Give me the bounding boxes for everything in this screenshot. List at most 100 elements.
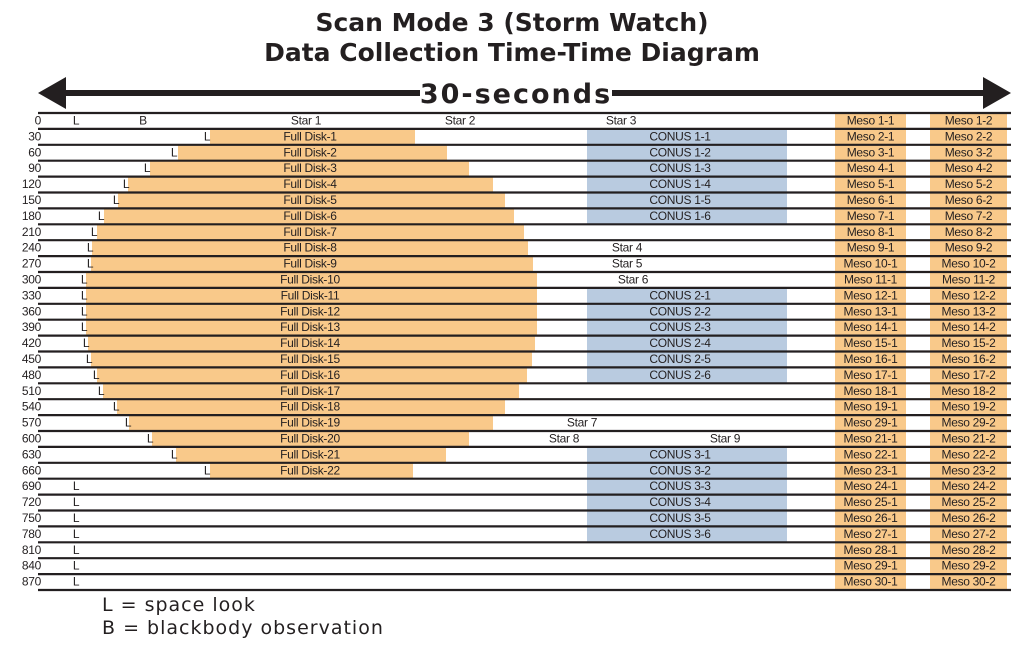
meso1-label: Meso 28-1 — [844, 543, 899, 557]
span-arrow: 30-seconds — [38, 77, 1011, 110]
time-label: 330 — [22, 288, 42, 302]
fulldisk-label: Full Disk-14 — [280, 336, 340, 350]
arrowhead-right-icon — [983, 77, 1011, 109]
meso2-label: Meso 5-2 — [945, 177, 993, 191]
meso1-band — [835, 144, 906, 161]
meso2-band — [930, 383, 1007, 400]
meso1-label: Meso 29-1 — [844, 559, 899, 573]
fulldisk-band — [117, 399, 505, 416]
meso1-label: Meso 4-1 — [847, 161, 895, 175]
conus-label: CONUS 2-4 — [649, 336, 711, 350]
conus-label: CONUS 3-1 — [649, 447, 711, 461]
fulldisk-band — [92, 240, 528, 257]
fulldisk-band — [86, 319, 537, 336]
meso1-band — [835, 399, 906, 416]
fulldisk-band — [86, 287, 537, 304]
space-look-mark: L — [93, 368, 100, 382]
meso1-band — [835, 446, 906, 463]
conus-band — [587, 287, 787, 304]
meso2-label: Meso 2-2 — [945, 129, 993, 143]
time-label: 630 — [22, 447, 42, 461]
meso2-band — [930, 526, 1007, 543]
conus-label: CONUS 3-6 — [649, 527, 711, 541]
fulldisk-label: Full Disk-16 — [280, 368, 340, 382]
fulldisk-band — [103, 383, 519, 400]
fulldisk-label: Full Disk-9 — [283, 257, 337, 271]
meso1-label: Meso 5-1 — [847, 177, 895, 191]
meso1-band — [835, 415, 906, 431]
conus-band — [587, 510, 787, 527]
fulldisk-band — [86, 272, 537, 288]
space-look-mark: L — [171, 447, 178, 461]
star-label: Star 8 — [549, 432, 580, 446]
meso2-label: Meso 25-2 — [942, 495, 997, 509]
fulldisk-band — [97, 224, 524, 241]
meso1-band — [835, 319, 906, 336]
time-label: 840 — [22, 559, 42, 573]
conus-label: CONUS 1-6 — [649, 209, 711, 223]
space-look-mark: L — [83, 336, 90, 350]
space-look-mark: L — [73, 575, 80, 589]
meso1-band — [835, 208, 906, 225]
meso2-label: Meso 3-2 — [945, 145, 993, 159]
meso1-label: Meso 30-1 — [844, 575, 899, 589]
time-label: 180 — [22, 209, 42, 223]
meso2-label: Meso 24-2 — [942, 479, 997, 493]
star-label: Star 3 — [606, 114, 637, 128]
star-label: Star 9 — [710, 432, 741, 446]
meso1-band — [835, 351, 906, 368]
fulldisk-label: Full Disk-3 — [283, 161, 337, 175]
time-label: 210 — [22, 225, 42, 239]
meso2-band — [930, 335, 1007, 352]
meso2-label: Meso 6-2 — [945, 193, 993, 207]
fulldisk-label: Full Disk-19 — [280, 416, 340, 430]
meso2-label: Meso 16-2 — [942, 352, 997, 366]
conus-label: CONUS 3-2 — [649, 463, 711, 477]
space-look-mark: L — [125, 416, 132, 430]
space-look-mark: L — [123, 177, 130, 191]
fulldisk-label: Full Disk-18 — [280, 400, 340, 414]
meso2-label: Meso 13-2 — [942, 304, 997, 318]
meso-region — [835, 113, 1007, 590]
meso2-band — [930, 431, 1007, 447]
conus-band — [587, 144, 787, 161]
time-label: 600 — [22, 432, 42, 446]
meso2-label: Meso 7-2 — [945, 209, 993, 223]
meso1-label: Meso 7-1 — [847, 209, 895, 223]
meso2-band — [930, 192, 1007, 209]
conus-label: CONUS 2-2 — [649, 304, 711, 318]
fulldisk-label: Full Disk-2 — [283, 145, 337, 159]
conus-band — [587, 526, 787, 543]
time-label: 420 — [22, 336, 42, 350]
meso1-label: Meso 1-1 — [847, 114, 895, 128]
meso1-band — [835, 510, 906, 527]
meso1-label: Meso 17-1 — [844, 368, 899, 382]
star-label: Star 1 — [291, 114, 322, 128]
space-look-mark: L — [87, 257, 94, 271]
fulldisk-label: Full Disk-21 — [280, 447, 340, 461]
meso2-label: Meso 1-2 — [945, 114, 993, 128]
fulldisk-band — [178, 144, 447, 161]
meso2-label: Meso 8-2 — [945, 225, 993, 239]
meso2-label: Meso 22-2 — [942, 447, 997, 461]
fulldisk-band — [128, 176, 493, 193]
fulldisk-band — [118, 192, 505, 209]
fulldisk-label: Full Disk-5 — [283, 193, 337, 207]
meso1-band — [835, 431, 906, 447]
space-look-mark: L — [81, 288, 88, 302]
meso1-band — [835, 128, 906, 145]
meso2-band — [930, 462, 1007, 479]
meso1-label: Meso 12-1 — [844, 288, 899, 302]
meso1-band — [835, 224, 906, 241]
fulldisk-label: Full Disk-17 — [280, 384, 340, 398]
conus-label: CONUS 2-6 — [649, 368, 711, 382]
conus-band — [587, 335, 787, 352]
fulldisk-label: Full Disk-11 — [281, 288, 340, 302]
meso1-band — [835, 542, 906, 559]
conus-band — [587, 176, 787, 193]
meso1-label: Meso 23-1 — [844, 463, 899, 477]
meso1-label: Meso 11-1 — [844, 273, 898, 287]
conus-label: CONUS 3-3 — [649, 479, 711, 493]
meso2-band — [930, 542, 1007, 559]
space-look-mark: L — [73, 511, 80, 525]
